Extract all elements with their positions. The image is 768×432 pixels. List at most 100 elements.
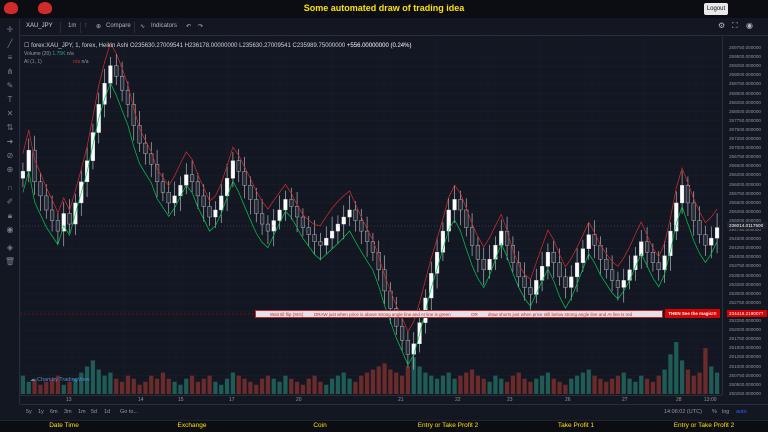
volume-bar [557,381,562,394]
volume-legend: Volume (20) 1.75K n/a [24,51,74,57]
candle-body [166,192,171,204]
chart-canvas[interactable] [19,37,720,395]
text-icon[interactable]: T [7,95,13,104]
log-toggle[interactable]: log [722,409,730,415]
ai-label[interactable]: AI (1, 1) [24,59,42,65]
candle-body [20,171,25,179]
ai-value-1: n/a [73,59,81,65]
brush-icon[interactable]: ✎ [6,81,14,90]
tradingview-watermark[interactable]: ☁ Chart by TradingView [30,377,90,383]
compare-button[interactable]: Compare [106,23,131,29]
status-field: Entry or Take Profit 2 [673,422,735,429]
horizontal-line-icon[interactable]: ≡ [7,53,13,62]
chart-type-icon[interactable]: ⫶ [85,23,87,29]
prediction-icon[interactable]: ⇅ [6,123,14,132]
candle-body [656,262,661,271]
percent-toggle[interactable]: % [712,409,717,415]
candle-body [499,230,504,246]
volume-value: 1.75K [52,51,66,57]
lock-icon[interactable]: 🔒︎ [7,211,13,220]
price-tick-label: 251250.000000 [729,354,761,360]
logout-button[interactable]: Logout [704,3,728,15]
candle-body [137,125,142,144]
range-button[interactable]: 5y [26,409,32,415]
compare-icon[interactable]: ⊕ [96,24,102,30]
range-button[interactable]: 6m [50,409,58,415]
candle-body [365,230,370,242]
zoom-icon[interactable]: ⊕ [6,165,14,174]
redo-icon[interactable]: ↷ [198,24,204,30]
range-button[interactable]: 1y [38,409,44,415]
trend-line-icon[interactable]: ╱ [7,39,13,48]
candle-body [225,178,230,197]
layers-icon[interactable]: ◈ [6,243,14,252]
price-tick-label: 255000.000000 [729,217,761,223]
candle-body [195,181,200,197]
time-tick-label: 14 [138,397,144,403]
crosshair-icon[interactable]: ✛ [6,25,14,34]
range-button[interactable]: 3m [64,409,72,415]
snapshot-icon[interactable]: ◉ [746,21,753,30]
candle-body [149,153,154,165]
candle-body [300,216,305,228]
volume-bar [534,378,539,394]
hide-icon[interactable]: ◉ [6,225,14,234]
volume-na: n/a [66,51,74,57]
volume-bar [493,375,498,394]
time-axis[interactable]: 13 14 15 17 20 21 22 23 26 27 28 13:00 [20,395,722,404]
price-axis[interactable]: 259750.000000 259500.000000 259250.000000 2… [722,37,768,396]
candle-body [429,273,434,299]
settings-icon[interactable]: ⚙ [718,21,726,30]
stay-drawing-icon[interactable]: ✐ [6,197,14,206]
volume-bar [691,375,696,394]
volume-bar [230,372,236,394]
trash-icon[interactable]: 🗑︎ [4,257,16,266]
arrow-icon[interactable]: ➜ [6,137,14,146]
logo-icon [4,2,18,14]
series-name[interactable]: forex:XAU_JPY, 1, forex, Heikin Ashi [31,43,129,49]
indicators-button[interactable]: Indicators [151,23,178,29]
candle-body [592,234,597,246]
interval-selector[interactable]: 1m [68,23,77,29]
auto-toggle[interactable]: auto [736,409,747,415]
price-tick-label: 253250.000000 [729,281,761,287]
pattern-icon[interactable]: ✕ [6,109,14,118]
range-button[interactable]: 1m [78,409,86,415]
toolbar-divider [60,22,61,33]
volume-bar [405,366,411,394]
range-button[interactable]: Go to... [120,409,139,415]
symbol-search[interactable]: XAU_JPY [26,23,53,29]
volume-bar [475,375,481,394]
status-field: Date Time [49,422,79,429]
price-chart[interactable] [19,37,720,395]
volume-bar [125,375,131,394]
range-button[interactable]: 5d [91,409,98,415]
candle-body [446,209,451,232]
time-tick-label: 20 [296,397,302,403]
volume-label[interactable]: Volume (20) [24,51,51,57]
legend-checkbox-icon[interactable]: ☐ [24,43,30,49]
volume-bar [300,384,306,394]
status-field: Exchange [177,422,207,429]
candle-body [260,213,265,225]
top-header: Some automated draw of trading idea Logo… [0,0,768,18]
undo-icon[interactable]: ↶ [186,24,192,30]
indicators-icon[interactable]: ∿ [140,24,146,30]
volume-bar [429,375,434,394]
candle-body [242,171,247,186]
pitchfork-icon[interactable]: ⋔ [6,67,14,76]
volume-bar [674,342,679,394]
price-tick-label: 254000.000000 [729,254,761,260]
volume-bar [271,378,276,394]
ruler-icon[interactable]: ⊘ [6,151,14,160]
range-button[interactable]: 1d [104,409,111,415]
volume-bar [516,372,521,394]
volume-bar [114,378,119,394]
volume-bar [49,378,55,394]
magnet-icon[interactable]: ∩ [7,183,13,192]
candle-body [219,195,224,211]
status-field: Take Profit 1 [557,422,595,429]
candle-body [248,185,253,200]
time-tick-label: 27 [622,397,628,403]
fullscreen-icon[interactable]: ⛶ [732,21,738,30]
